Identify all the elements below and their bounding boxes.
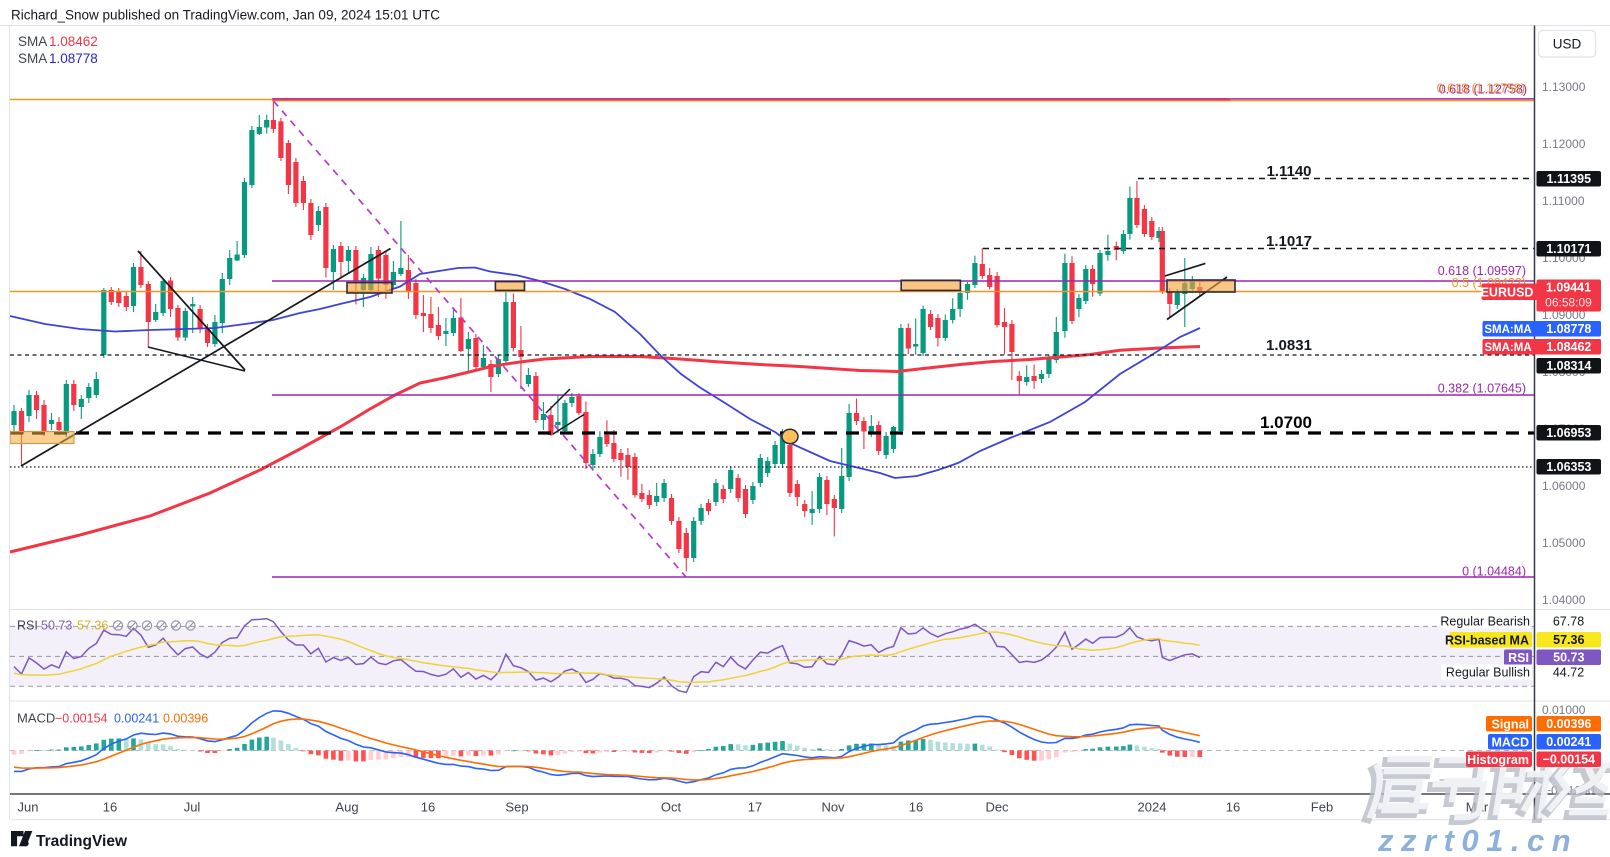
svg-text:1.12000: 1.12000 (1542, 137, 1586, 151)
svg-text:57.36: 57.36 (77, 619, 108, 633)
svg-text:16: 16 (909, 800, 923, 815)
svg-text:1.1017: 1.1017 (1266, 233, 1312, 250)
svg-text:EURUSD: EURUSD (1481, 285, 1534, 299)
svg-text:Richard_Snow published on Trad: Richard_Snow published on TradingView.co… (11, 8, 440, 23)
svg-text:1.08462: 1.08462 (49, 34, 98, 49)
svg-text:0 (1.04484): 0 (1.04484) (1462, 565, 1526, 579)
svg-text:Aug: Aug (335, 800, 358, 815)
svg-text:17: 17 (748, 800, 762, 815)
svg-text:1.09000: 1.09000 (1542, 308, 1586, 322)
svg-text:0.00241: 0.00241 (1546, 735, 1591, 749)
svg-text:Oct: Oct (661, 800, 682, 815)
svg-text:USD: USD (1553, 37, 1582, 52)
svg-text:0.01000: 0.01000 (1542, 703, 1586, 717)
svg-text:1.11000: 1.11000 (1542, 194, 1585, 208)
svg-text:Dec: Dec (985, 800, 1009, 815)
svg-text:0.00396: 0.00396 (163, 712, 208, 726)
svg-text:1.08778: 1.08778 (49, 51, 98, 66)
svg-text:MACD: MACD (1492, 735, 1530, 749)
svg-text:zzrt01.cn: zzrt01.cn (1377, 823, 1578, 857)
svg-text:0.382 (1.07645): 0.382 (1.07645) (1438, 382, 1526, 396)
svg-text:0.00396: 0.00396 (1546, 717, 1591, 731)
svg-text:SMA: SMA (18, 51, 47, 66)
svg-text:SMA:MA: SMA:MA (1484, 324, 1531, 336)
svg-text:1.08462: 1.08462 (1546, 340, 1591, 354)
svg-text:Histogram: Histogram (1467, 753, 1529, 767)
svg-text:1.06353: 1.06353 (1546, 460, 1591, 474)
svg-text:16: 16 (103, 800, 117, 815)
svg-text:1.06000: 1.06000 (1542, 479, 1586, 493)
svg-text:−0.00154: −0.00154 (55, 712, 108, 726)
svg-text:1.06953: 1.06953 (1546, 426, 1591, 440)
svg-text:1.04000: 1.04000 (1542, 593, 1586, 607)
svg-text:1.09441: 1.09441 (1546, 281, 1591, 295)
svg-text:Sep: Sep (505, 800, 528, 815)
svg-text:1.11395: 1.11395 (1547, 172, 1592, 186)
svg-text:1.0831: 1.0831 (1266, 337, 1312, 354)
svg-text:SMA: SMA (18, 34, 47, 49)
svg-text:SMA:MA: SMA:MA (1484, 342, 1531, 354)
svg-text:57.36: 57.36 (1553, 633, 1584, 647)
svg-text:50.73: 50.73 (1553, 651, 1584, 665)
svg-text:RSI: RSI (17, 619, 38, 633)
svg-text:Jul: Jul (184, 800, 201, 815)
svg-text:TradingView: TradingView (36, 833, 128, 850)
svg-text:2024: 2024 (1138, 800, 1167, 815)
svg-text:Regular Bearish: Regular Bearish (1440, 615, 1530, 629)
svg-text:1.08314: 1.08314 (1546, 359, 1591, 373)
svg-text:Feb: Feb (1311, 800, 1333, 815)
svg-text:1.05000: 1.05000 (1542, 536, 1586, 550)
svg-text:44.72: 44.72 (1553, 666, 1584, 680)
svg-text:06:58:09: 06:58:09 (1545, 296, 1592, 310)
svg-text:50.73: 50.73 (41, 619, 72, 633)
svg-text:Nov: Nov (821, 800, 845, 815)
svg-text:1.08778: 1.08778 (1546, 322, 1591, 336)
svg-text:1.10171: 1.10171 (1546, 242, 1591, 256)
svg-text:RSI-based MA: RSI-based MA (1445, 633, 1529, 647)
svg-text:−0.00154: −0.00154 (1543, 753, 1596, 767)
svg-text:Signal: Signal (1491, 717, 1529, 731)
svg-text:1.0700: 1.0700 (1260, 413, 1312, 432)
svg-text:1.1140: 1.1140 (1266, 163, 1311, 180)
svg-text:0.00241: 0.00241 (114, 712, 159, 726)
svg-text:0.618 (1.12758): 0.618 (1.12758) (1439, 83, 1527, 97)
svg-text:0.618 (1.12758): 0.618 (1.12758) (1437, 82, 1525, 96)
svg-text:16: 16 (1226, 800, 1240, 815)
svg-text:16: 16 (421, 800, 435, 815)
svg-text:Jun: Jun (18, 800, 39, 815)
svg-text:Regular Bullish: Regular Bullish (1446, 666, 1530, 680)
svg-text:MACD: MACD (17, 711, 55, 726)
svg-text:1.13000: 1.13000 (1542, 80, 1586, 94)
svg-text:RSI: RSI (1508, 651, 1529, 665)
svg-text:67.78: 67.78 (1553, 615, 1584, 629)
svg-text:0.618 (1.09597): 0.618 (1.09597) (1438, 264, 1526, 278)
